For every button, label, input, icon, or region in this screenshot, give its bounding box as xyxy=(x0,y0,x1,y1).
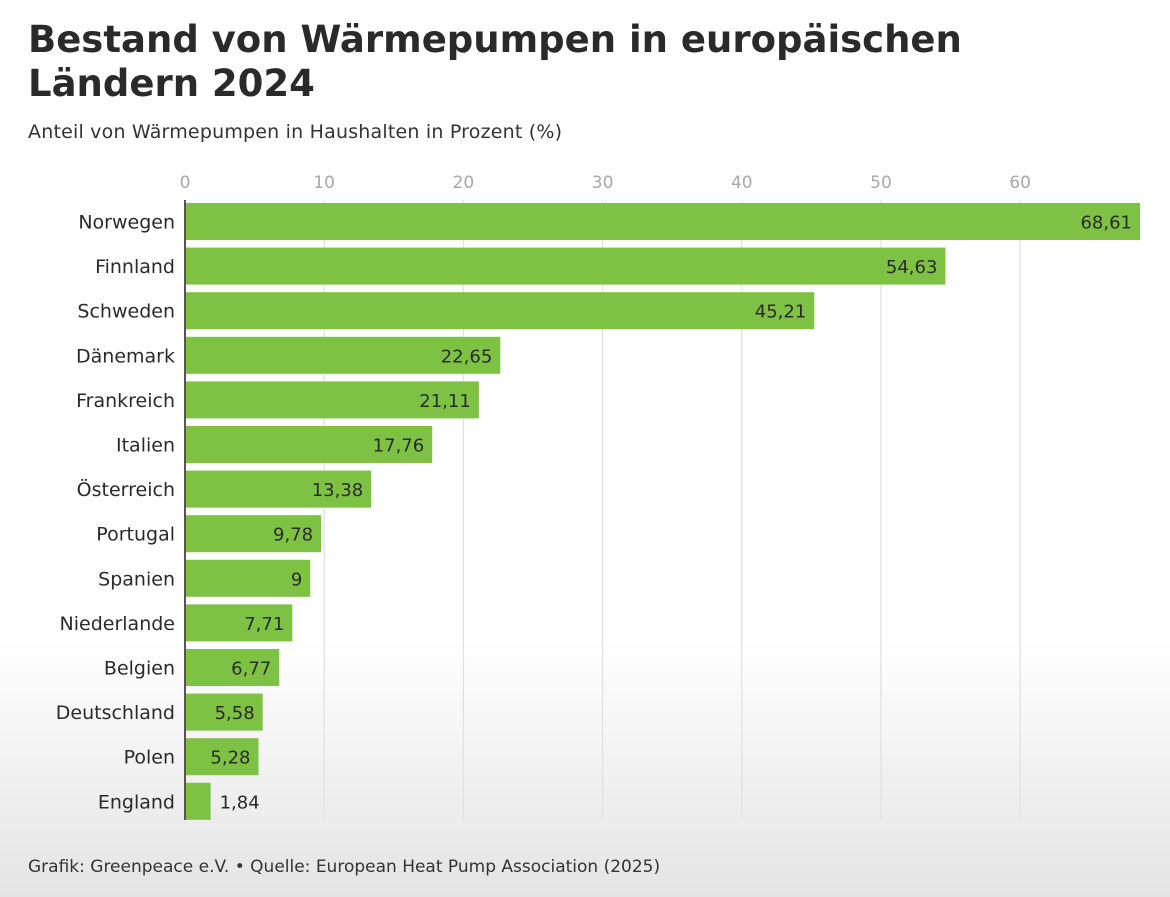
data-label: 22,65 xyxy=(441,346,493,367)
bar xyxy=(185,381,479,419)
bar xyxy=(185,693,263,731)
category-label: Finnland xyxy=(95,256,175,278)
category-label: Polen xyxy=(124,747,175,769)
data-label: 7,71 xyxy=(244,614,284,635)
data-label: 5,58 xyxy=(215,703,255,724)
category-label: Frankreich xyxy=(76,390,175,412)
data-label: 9 xyxy=(291,569,302,590)
category-label: Dänemark xyxy=(76,345,175,367)
bar xyxy=(185,247,946,285)
bar xyxy=(185,292,815,330)
data-label: 21,11 xyxy=(419,391,471,412)
category-label: Deutschland xyxy=(56,702,175,724)
category-label: Spanien xyxy=(98,568,175,590)
bar xyxy=(185,470,372,508)
data-label: 5,28 xyxy=(210,748,250,769)
x-tick-label: 40 xyxy=(731,173,753,193)
bar xyxy=(185,336,501,374)
category-label: Norwegen xyxy=(78,212,175,234)
category-label: Belgien xyxy=(104,658,175,680)
data-label: 13,38 xyxy=(312,480,364,501)
category-label: Italien xyxy=(116,435,175,457)
x-tick-label: 30 xyxy=(592,173,614,193)
x-tick-label: 60 xyxy=(1009,173,1031,193)
category-label: Niederlande xyxy=(60,613,175,635)
data-label: 9,78 xyxy=(273,525,313,546)
chart-subtitle: Anteil von Wärmepumpen in Haushalten in … xyxy=(28,121,563,143)
data-label: 17,76 xyxy=(373,436,425,457)
bar xyxy=(185,649,280,686)
bar xyxy=(185,559,311,597)
x-tick-label: 20 xyxy=(453,173,475,193)
bar xyxy=(185,782,211,820)
x-tick-label: 10 xyxy=(313,173,335,193)
data-label: 45,21 xyxy=(755,302,807,323)
data-label: 1,84 xyxy=(220,792,260,813)
bar xyxy=(185,738,259,776)
source-footer: Grafik: Greenpeace e.V. • Quelle: Europe… xyxy=(28,857,661,877)
bar xyxy=(185,515,322,553)
x-tick-label: 0 xyxy=(180,173,191,193)
data-label: 68,61 xyxy=(1080,213,1132,234)
chart-title: Bestand von Wärmepumpen in europäischen … xyxy=(28,18,962,105)
category-label: Portugal xyxy=(96,524,175,546)
bar xyxy=(185,203,1140,240)
category-label: Schweden xyxy=(77,301,175,323)
x-tick-label: 50 xyxy=(870,173,892,193)
bar-chart: 0 10 20 30 40 50 60 Norwegen 68,61 Finnland 54,63 S… xyxy=(56,173,1140,820)
category-label: England xyxy=(98,791,175,813)
data-label: 6,77 xyxy=(231,659,271,680)
bar xyxy=(185,604,293,642)
category-label: Österreich xyxy=(77,478,175,501)
data-label: 54,63 xyxy=(886,257,938,278)
bar xyxy=(185,426,433,463)
